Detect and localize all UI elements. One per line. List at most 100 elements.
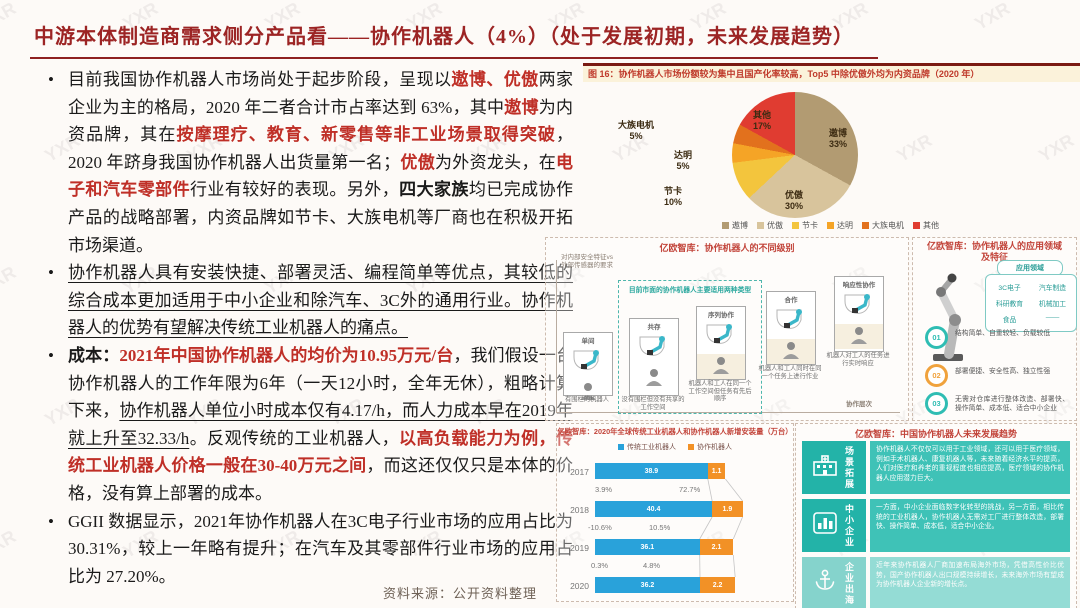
bars-connector-lines <box>699 478 743 578</box>
bullet-segment: 行业有较好的表现。另外， <box>190 180 400 200</box>
pie-legend-item: 优傲 <box>757 220 783 231</box>
bullet-segment: 四大家族 <box>399 180 469 200</box>
app-panel-title: 亿欧智库：协作机器人的应用领域及特征 <box>927 241 1063 262</box>
trends-panel: 亿欧智库：中国协作机器人未来发展趋势 场景拓展 协作机器人不仅仅可以用于工业领域，… <box>795 423 1077 608</box>
anchor-icon <box>812 568 838 599</box>
y-axis-label: 对内部安全特征vs 外部传感器的要求 <box>561 254 613 269</box>
x-axis-label: 协作层次 <box>846 401 872 408</box>
app-fields-box: 3C电子 汽车制造 科研教育 机械加工 食品 —— <box>985 274 1077 332</box>
connector-line <box>732 516 743 540</box>
worker-icon <box>564 380 612 405</box>
trend-row: 中小企业 一方面，中小企业面临数字化转型的挑战，另一方面，相比传统的工业机器人，协… <box>802 499 1070 552</box>
worker-icon <box>630 366 678 391</box>
levels-panel: 亿欧智库：协作机器人的不同级别 对内部安全特征vs 外部传感器的要求 协作层次 … <box>545 237 909 421</box>
worker-icon <box>835 324 883 349</box>
bullet-segment: 遨博、优傲 <box>451 70 539 89</box>
level-label: 序列协作 <box>708 312 734 319</box>
bullet-segment: ，2020 年跻身我国协作机器人出货量第一名； <box>68 125 574 172</box>
legend-label: 节卡 <box>802 221 818 230</box>
point-text: 部署便捷、安全性高、独立性强 <box>955 368 1051 375</box>
pie-slice-label: 遨博 33% <box>828 128 847 149</box>
level-label: 共存 <box>647 324 661 331</box>
bar-cobot: 2.1 <box>699 539 734 555</box>
watermark-text: YXR <box>971 0 1014 34</box>
cobot-types-group-box: 目前市面的协作机器人主要适用两种类型 <box>618 280 762 414</box>
bullet-item: 目前我国协作机器人市场尚处于起步阶段，呈现以遨博、优傲两家企业为主的格局，202… <box>48 66 574 259</box>
market-share-pie-chart: 遨博 33% 优傲 30% 节卡 10% 达明 5% 大族电机 5% 其他 17% 遨博 优… <box>586 84 1075 232</box>
title-divider <box>30 57 878 59</box>
worker-icon <box>767 339 815 364</box>
level-label: 响应性协作 <box>842 282 876 289</box>
cobot-types-note: 目前市面的协作机器人主要适用两种类型 <box>628 287 752 294</box>
growth-cobot: 10.5% <box>649 523 671 532</box>
bullet-item: 成本：2021年中国协作机器人的均价为10.95万元/台，我们假设一台协作机器人… <box>48 342 573 508</box>
trend-icon-cell: 场景拓展 <box>802 441 866 494</box>
trend-icon-cell: 中小企业 <box>802 499 866 552</box>
level-caption: 机器人和工人在同一个工作空间但任务有先后顺序 <box>688 380 752 402</box>
legend-label: 达明 <box>837 221 853 230</box>
installations-chart-panel: 亿欧智库：2020年全球传统工业机器人和协作机器人新增安装量（万台） 传统工业机… <box>556 423 794 602</box>
level-label: 合作 <box>784 297 798 304</box>
application-field: 食品 <box>1002 317 1017 324</box>
bullet-segment: 按摩理疗、教育、新零售等非工业场景取得突破 <box>176 125 557 145</box>
robot-arm-image <box>933 273 963 361</box>
legend-label: 传统工业机器人 <box>627 444 676 451</box>
pie-slice-label: 节卡 10% <box>663 186 682 207</box>
legend-swatch <box>688 444 694 450</box>
robot-icon <box>564 345 612 380</box>
bar-traditional: 38.9 <box>595 463 708 479</box>
pie-legend: 遨博 优傲 节卡 达明 大族电机 其他 <box>586 220 1075 231</box>
pie-slice-label: 优傲 30% <box>784 190 803 211</box>
level-caption: 机器人和工人同时在同一个任务上进行作业 <box>758 365 822 380</box>
pie-legend-item: 其他 <box>913 220 939 231</box>
pie-legend-item: 大族电机 <box>862 220 904 231</box>
robot-icon <box>697 319 745 354</box>
bullet-segment: 成本： <box>68 345 120 365</box>
legend-label: 遨博 <box>732 221 748 230</box>
bar-cobot: 2.2 <box>699 577 736 593</box>
figure16-caption: 图 16：协作机器人市场份额较为集中且国产化率较高，Top5 中除优傲外均为内资… <box>583 63 1080 82</box>
x-axis-line <box>556 412 900 413</box>
bar-traditional: 40.4 <box>595 501 713 517</box>
bullet-segment: 协作机器人单位小时成本仅有4.17/h，而人力成本早在2019年就上升至32.3… <box>68 401 573 448</box>
watermark-text: YXR <box>0 526 20 562</box>
watermark-text: YXR <box>0 262 20 298</box>
trend-label: 场景拓展 <box>844 445 854 490</box>
application-field: —— <box>1045 314 1060 321</box>
bar-year-label: 2018 <box>570 505 589 515</box>
level-diagram: 共存 <box>629 318 679 396</box>
bullet-item: GGII 数据显示，2021年协作机器人在3C电子行业市场的应用占比为 30.3… <box>48 508 573 591</box>
trend-text: 一方面，中小企业面临数字化转型的挑战，另一方面，相比传统的工业机器人，协作机器人… <box>870 499 1070 552</box>
connector-line <box>725 478 743 502</box>
level-diagram: 合作 <box>766 291 816 365</box>
bar-cobot: 1.1 <box>707 463 726 479</box>
bar-cobot: 1.9 <box>712 501 743 517</box>
trend-row: 企业出海 近年来协作机器人厂商加速布局海外市场，凭借高性价比优势，国产协作机器人出… <box>802 557 1070 608</box>
robot-icon <box>767 304 815 339</box>
bars-legend-item: 传统工业机器人 <box>618 442 676 452</box>
robot-icon <box>630 331 678 366</box>
trends-panel-title: 亿欧智库：中国协作机器人未来发展趋势 <box>854 429 1017 439</box>
bar-traditional: 36.2 <box>595 577 700 593</box>
trend-text: 协作机器人不仅仅可以用于工业领域，还可以用于医疗领域，例如手术机器人、康复机器人… <box>870 441 1070 494</box>
legend-label: 大族电机 <box>872 221 904 230</box>
legend-swatch <box>618 444 624 450</box>
robot-icon <box>835 289 883 324</box>
pie-legend-item: 遨博 <box>722 220 748 231</box>
bullet-segment: 2021年中国协作机器人的均价为10.95万元/台 <box>119 345 454 365</box>
page-title: 中游本体制造商需求侧分产品看——协作机器人（4%）（处于发展初期，未来发展趋势） <box>34 26 854 48</box>
level-diagram: 序列协作 <box>696 306 746 380</box>
watermark-text: YXR <box>0 0 20 34</box>
level-diagram: 单间 <box>563 332 613 400</box>
point-number: 03 <box>925 392 948 415</box>
bullet-list: 目前我国协作机器人市场尚处于起步阶段，呈现以遨博、优傲两家企业为主的格局，202… <box>48 66 574 591</box>
application-field: 汽车制造 <box>1038 285 1067 292</box>
bullet-segment: ，我们假设一台协作机器人的工作年限为6年（一天12小时，全年无休），粗略计算下来… <box>68 345 573 421</box>
legend-swatch <box>862 222 869 229</box>
growth-traditional: -10.6% <box>588 523 612 532</box>
worker-icon <box>697 354 745 379</box>
level-label: 单间 <box>581 338 595 345</box>
connector-line <box>732 554 736 578</box>
growth-traditional: 3.9% <box>595 485 613 494</box>
